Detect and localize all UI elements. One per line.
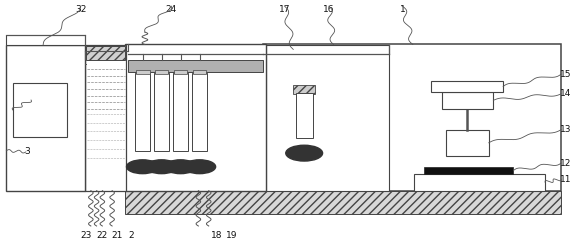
- Text: 16: 16: [323, 5, 335, 14]
- Text: 3: 3: [25, 147, 30, 156]
- Text: 15: 15: [560, 70, 572, 79]
- Circle shape: [286, 145, 323, 161]
- Bar: [13, 83, 67, 137]
- Bar: [296, 93, 313, 138]
- Text: 14: 14: [560, 89, 572, 98]
- Bar: [293, 85, 315, 94]
- Text: 12: 12: [560, 159, 572, 167]
- Bar: [6, 35, 85, 45]
- Text: 17: 17: [279, 5, 290, 14]
- Bar: [135, 73, 150, 151]
- Bar: [442, 92, 493, 109]
- Text: 13: 13: [560, 125, 572, 134]
- Bar: [193, 70, 206, 74]
- Bar: [86, 46, 125, 60]
- Text: 24: 24: [166, 5, 177, 14]
- Text: 23: 23: [81, 231, 92, 240]
- Circle shape: [164, 160, 197, 174]
- Bar: [125, 44, 266, 191]
- Text: 32: 32: [75, 5, 86, 14]
- Text: 11: 11: [560, 175, 572, 184]
- Text: 19: 19: [226, 231, 237, 240]
- Bar: [414, 174, 545, 191]
- Bar: [431, 81, 503, 92]
- Circle shape: [145, 160, 178, 174]
- Text: 2: 2: [128, 231, 134, 240]
- Bar: [174, 70, 187, 74]
- Bar: [446, 130, 489, 156]
- Bar: [125, 191, 561, 214]
- Bar: [85, 45, 126, 191]
- Circle shape: [126, 160, 159, 174]
- Text: 22: 22: [97, 231, 108, 240]
- Bar: [173, 73, 188, 151]
- Bar: [263, 44, 561, 191]
- Text: 1: 1: [400, 5, 405, 14]
- Bar: [424, 167, 513, 174]
- Text: 18: 18: [211, 231, 223, 240]
- Bar: [136, 70, 150, 74]
- Text: 31: 31: [27, 96, 39, 104]
- Circle shape: [183, 160, 216, 174]
- Bar: [154, 73, 169, 151]
- Text: 21: 21: [111, 231, 122, 240]
- Bar: [6, 45, 85, 191]
- Bar: [192, 73, 207, 151]
- Bar: [128, 60, 263, 72]
- Bar: [155, 70, 168, 74]
- Bar: [266, 45, 389, 191]
